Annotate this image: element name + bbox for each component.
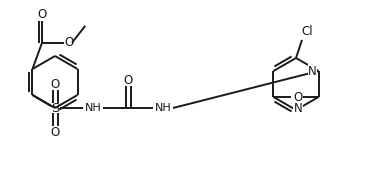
Text: O: O bbox=[50, 78, 60, 90]
Text: O: O bbox=[294, 90, 303, 104]
Text: N: N bbox=[308, 64, 317, 78]
Text: O: O bbox=[123, 73, 133, 87]
Text: S: S bbox=[51, 101, 59, 115]
Text: N: N bbox=[294, 101, 302, 115]
Text: Cl: Cl bbox=[301, 24, 313, 37]
Text: O: O bbox=[37, 8, 47, 21]
Text: NH: NH bbox=[155, 103, 171, 113]
Text: NH: NH bbox=[85, 103, 101, 113]
Text: O: O bbox=[64, 36, 74, 49]
Text: O: O bbox=[50, 126, 60, 138]
